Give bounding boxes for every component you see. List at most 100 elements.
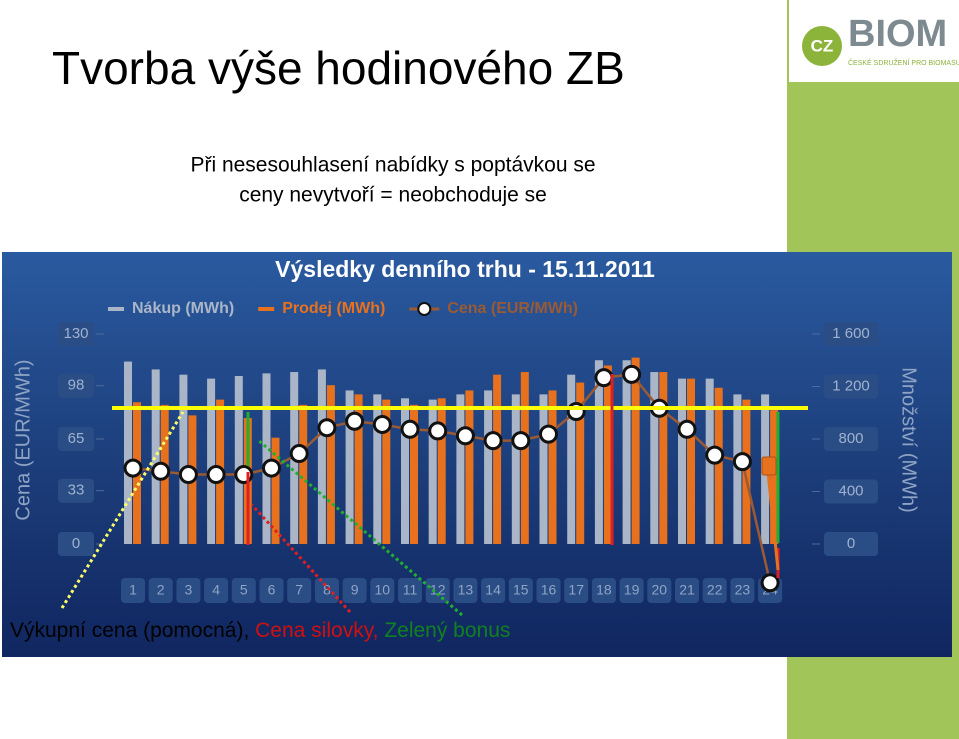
- legend-marker: [417, 302, 432, 316]
- y-tick-label: 130: [63, 325, 88, 342]
- point: [289, 444, 309, 464]
- x-tick-box: [647, 578, 672, 603]
- y2-tick-label: 0: [847, 535, 855, 552]
- bar: [382, 399, 391, 544]
- x-tick-box: [398, 578, 422, 603]
- bar: [437, 398, 446, 544]
- bar: [520, 372, 529, 544]
- bar: [493, 374, 502, 544]
- x-tick-box: [591, 578, 616, 603]
- x-tick-box: [342, 578, 367, 603]
- y2-tick-label: 400: [838, 482, 863, 499]
- point: [400, 419, 420, 439]
- x-tick-label: 2: [157, 582, 165, 598]
- y2-tick-label: 800: [838, 430, 863, 447]
- bar: [678, 378, 686, 544]
- bar: [373, 394, 382, 544]
- x-tick-label: 18: [596, 582, 612, 598]
- x-tick-box: [730, 578, 755, 603]
- bar: [484, 390, 493, 544]
- y2-tick-box: [824, 322, 878, 346]
- legend-label: Cena (EUR/MWh): [447, 300, 578, 317]
- x-tick-label: 12: [430, 582, 446, 598]
- bar: [714, 387, 723, 544]
- bar: [576, 382, 585, 544]
- y2-tick-box: [824, 374, 878, 399]
- logo-name: BIOM: [848, 13, 947, 55]
- bar: [354, 394, 363, 544]
- x-tick-label: 15: [513, 582, 529, 598]
- bar: [207, 378, 216, 544]
- x-tick-box: [176, 578, 201, 603]
- bar: [659, 372, 668, 544]
- bar: [401, 398, 409, 544]
- x-tick-label: 16: [541, 582, 557, 598]
- y2-tick-label: 1 600: [832, 325, 870, 342]
- logo-badge-text: CZ: [811, 36, 834, 55]
- x-tick-box: [619, 578, 644, 603]
- y-tick-box: [58, 427, 94, 451]
- point: [317, 418, 337, 438]
- bar: [631, 357, 640, 544]
- caption: Výkupní cena (pomocná), Cena silovky, Ze…: [10, 619, 510, 642]
- x-tick-label: 8: [323, 582, 331, 598]
- x-tick-label: 22: [707, 582, 723, 598]
- y2-tick-box: [824, 479, 878, 504]
- y-axis-title: Cena (EUR/MWh): [12, 359, 34, 520]
- logo-subtitle: ČESKÉ SDRUŽENÍ PRO BIOMASU: [848, 58, 959, 67]
- x-tick-label: 10: [375, 582, 391, 598]
- point: [705, 445, 725, 465]
- point: [345, 411, 365, 431]
- bar: [603, 365, 612, 544]
- bar: [428, 399, 437, 544]
- x-tick-box: [314, 578, 339, 603]
- bar: [345, 390, 354, 544]
- x-tick-label: 13: [458, 582, 474, 598]
- x-tick-box: [121, 578, 145, 603]
- bar: [770, 410, 779, 544]
- bar: [650, 372, 659, 544]
- bar: [299, 404, 308, 544]
- x-tick-box: [370, 578, 395, 603]
- x-tick-label: 4: [212, 582, 220, 598]
- pointer: [60, 411, 185, 609]
- y2-tick-box: [824, 427, 878, 451]
- slide-text: ceny nevytvoří = neobchoduje se: [239, 184, 547, 207]
- bar: [742, 399, 751, 544]
- pointer: [250, 503, 352, 614]
- y-tick-label: 65: [68, 430, 85, 447]
- point: [511, 431, 531, 451]
- x-tick-box: [508, 578, 533, 603]
- x-tick-box: [564, 578, 589, 603]
- bar: [234, 376, 243, 544]
- x-tick-label: 20: [652, 582, 668, 598]
- point: [123, 458, 143, 478]
- bar: [687, 378, 695, 544]
- legend-label: Prodej (MWh): [282, 300, 385, 317]
- point: [566, 402, 586, 422]
- logo-badge: [802, 26, 842, 66]
- x-tick-box: [259, 578, 284, 603]
- x-tick-label: 3: [185, 582, 193, 598]
- x-tick-box: [453, 578, 478, 603]
- bar: [548, 390, 557, 544]
- point: [178, 465, 198, 485]
- chart-title: Výsledky denního trhu - 15.11.2011: [275, 256, 655, 282]
- x-tick-label: 9: [351, 582, 359, 598]
- x-tick-box: [425, 578, 450, 603]
- point: [539, 424, 558, 444]
- bar: [539, 394, 548, 544]
- y-tick-box: [58, 322, 94, 346]
- x-tick-label: 6: [268, 582, 276, 598]
- x-tick-box: [481, 578, 506, 603]
- point: [594, 368, 614, 388]
- point: [677, 419, 697, 439]
- point: [206, 465, 226, 485]
- y-tick-label: 98: [68, 377, 85, 394]
- point: [262, 458, 281, 478]
- chart: Výsledky denního trhu - 15.11.2011 Cena (…: [12, 256, 920, 603]
- bar: [317, 369, 326, 544]
- x-tick-label: 21: [679, 582, 695, 598]
- bar: [622, 360, 631, 544]
